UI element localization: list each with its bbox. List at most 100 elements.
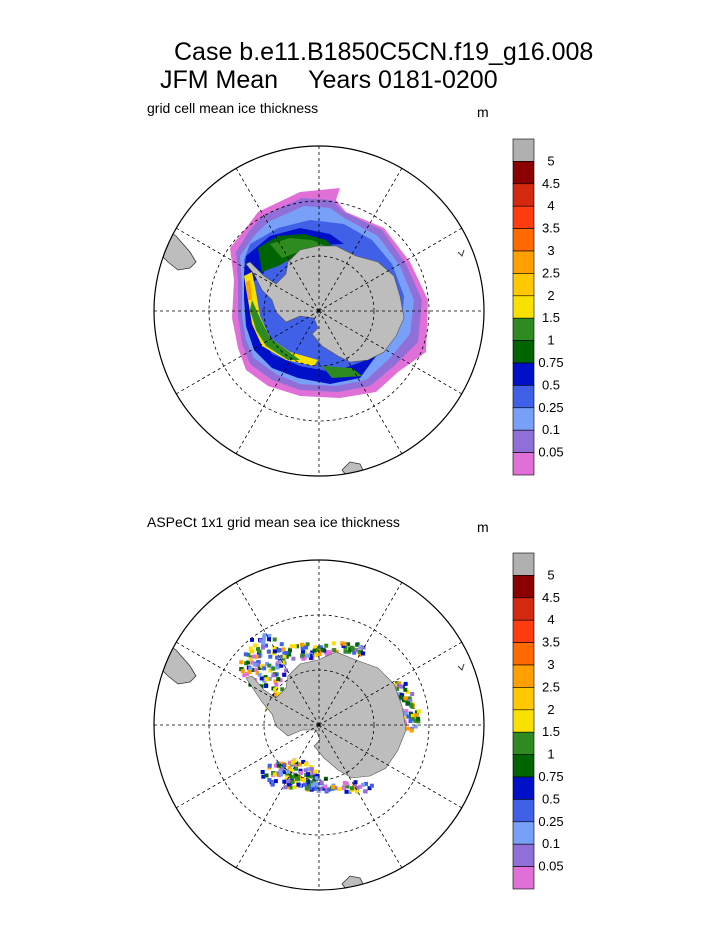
colorbar-swatch <box>512 429 535 453</box>
colorbar-swatch <box>512 866 535 890</box>
ice-obs-point <box>281 770 286 775</box>
colorbar-tick-label: 5 <box>547 153 554 168</box>
ice-obs-point <box>395 686 400 691</box>
ice-obs-point <box>254 654 259 659</box>
ice-obs-point <box>268 668 273 673</box>
colorbar-swatch <box>512 452 535 476</box>
ice-obs-point <box>305 642 310 647</box>
ice-obs-point <box>403 687 408 692</box>
ice-obs-point <box>274 682 279 687</box>
ice-obs-point <box>286 779 291 784</box>
ice-obs-point <box>290 780 295 784</box>
ice-obs-point <box>358 784 363 789</box>
ice-obs-point <box>405 698 409 703</box>
ice-obs-point <box>352 650 357 655</box>
ice-obs-point <box>280 654 285 659</box>
ice-obs-point <box>410 714 415 718</box>
colorbar-swatch <box>512 731 535 755</box>
ice-obs-point <box>255 662 260 667</box>
ice-obs-point <box>403 681 408 686</box>
ice-obs-point <box>341 643 346 648</box>
ice-band-orange <box>246 280 252 300</box>
ice-obs-point <box>302 782 307 787</box>
ice-obs-point <box>313 786 317 791</box>
ice-obs-point <box>292 644 297 649</box>
ice-obs-point <box>405 690 410 694</box>
ice-obs-point <box>260 664 265 669</box>
ice-obs-point <box>310 650 315 655</box>
colorbar-tick-label: 0.25 <box>538 400 563 415</box>
colorbar-swatch <box>512 205 535 229</box>
ice-obs-point <box>255 671 260 676</box>
ice-obs-point <box>308 653 313 658</box>
ice-obs-point <box>291 656 296 661</box>
colorbar-tick-label: 4 <box>547 612 554 627</box>
ice-obs-point <box>267 634 272 638</box>
colorbar-tick-label: 1 <box>547 333 554 348</box>
ice-obs-point <box>369 783 374 788</box>
ice-obs-point <box>267 763 272 768</box>
ice-obs-point <box>282 654 287 659</box>
ice-obs-point <box>352 782 357 787</box>
ice-obs-point <box>303 768 308 773</box>
ice-obs-point <box>274 672 279 677</box>
colorbar-swatch <box>512 776 535 800</box>
ice-obs-point <box>302 778 306 783</box>
colorbar-swatch <box>512 843 535 867</box>
ice-obs-point <box>308 765 313 769</box>
ice-band-yellow <box>244 272 318 366</box>
ice-obs-point <box>308 786 313 791</box>
colorbar-swatch <box>512 161 535 185</box>
ice-obs-point <box>327 787 332 792</box>
ice-obs-point <box>416 719 421 724</box>
ice-obs-point <box>409 703 414 708</box>
colorbar-swatch <box>512 575 535 599</box>
colorbar-tick-label: 0.5 <box>542 791 560 806</box>
colorbar-swatch <box>512 799 535 823</box>
ice-obs-point <box>261 677 266 682</box>
ice-obs-point <box>310 767 314 772</box>
ice-obs-point <box>272 649 277 654</box>
colorbar-swatch <box>512 295 535 319</box>
ice-obs-point <box>355 786 360 791</box>
ice-obs-point <box>364 781 368 786</box>
ice-obs-point <box>416 716 421 721</box>
colorbar-swatch <box>512 664 535 688</box>
ice-obs-point <box>323 776 328 781</box>
colorbar-tick-label: 2.5 <box>542 679 560 694</box>
ice-obs-point <box>349 786 354 791</box>
ice-obs-point <box>254 667 259 672</box>
ice-obs-point <box>319 780 324 785</box>
ice-obs-point <box>406 714 411 719</box>
ice-band-15 <box>270 238 326 258</box>
ice-obs-point <box>271 673 276 678</box>
ice-obs-point <box>410 717 415 722</box>
years-label: Years 0181-0200 <box>308 66 498 94</box>
ice-obs-point <box>263 675 268 680</box>
ice-obs-point <box>279 761 284 766</box>
ice-obs-point <box>324 643 329 648</box>
ice-obs-point <box>413 724 418 729</box>
ice-obs-point <box>261 637 266 642</box>
ice-obs-point <box>405 726 410 731</box>
ice-obs-point <box>363 789 368 794</box>
map-panel-model <box>153 145 485 477</box>
panel2-unit: m <box>477 519 489 535</box>
colorbar-tick-label: 0.1 <box>542 836 560 851</box>
colorbar-swatch <box>512 362 535 386</box>
ice-obs-point <box>320 647 325 652</box>
ice-obs-point <box>314 653 319 658</box>
colorbar-tick-label: 3 <box>547 657 554 672</box>
ice-obs-point <box>250 637 254 642</box>
colorbar-swatch <box>512 687 535 711</box>
panel1-unit: m <box>477 104 489 120</box>
ice-obs-point <box>278 678 283 683</box>
ice-obs-point <box>307 780 312 785</box>
ice-obs-point <box>331 785 335 790</box>
ice-obs-point <box>318 648 323 653</box>
ice-obs-point <box>285 775 290 780</box>
ice-obs-point <box>276 660 281 665</box>
ice-obs-point <box>289 785 294 790</box>
ice-obs-point <box>343 649 348 654</box>
